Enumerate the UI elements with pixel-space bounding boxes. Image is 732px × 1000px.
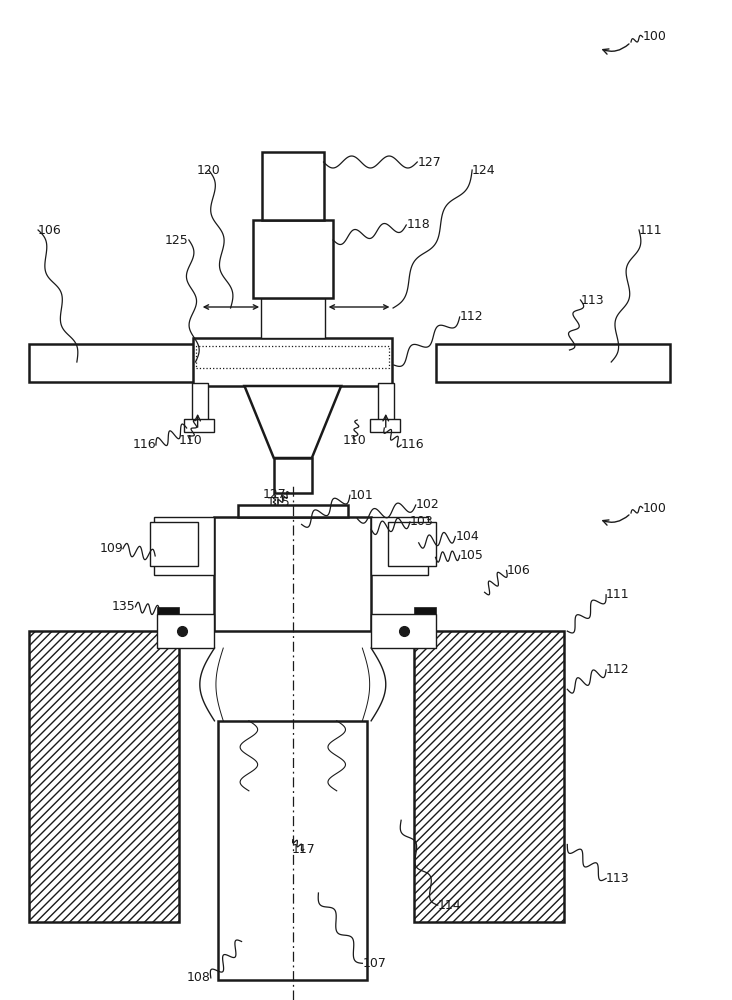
Text: 113: 113 bbox=[580, 294, 604, 306]
Bar bbox=[378, 383, 394, 428]
Bar bbox=[261, 298, 325, 338]
Text: 108: 108 bbox=[187, 971, 211, 984]
Text: 135: 135 bbox=[112, 600, 135, 613]
Text: 116: 116 bbox=[132, 438, 156, 452]
Text: 109: 109 bbox=[100, 542, 123, 555]
Bar bbox=[414, 631, 564, 922]
Bar bbox=[371, 517, 428, 575]
Text: 104: 104 bbox=[455, 530, 479, 543]
Text: 115: 115 bbox=[266, 496, 290, 510]
Bar bbox=[262, 152, 324, 220]
Text: 127: 127 bbox=[263, 488, 286, 502]
Text: 100: 100 bbox=[643, 30, 667, 43]
Bar bbox=[193, 338, 392, 386]
Bar bbox=[29, 344, 194, 382]
Text: 124: 124 bbox=[472, 163, 496, 176]
Text: 127: 127 bbox=[417, 155, 441, 168]
Text: 102: 102 bbox=[416, 498, 439, 512]
Text: 105: 105 bbox=[460, 549, 484, 562]
Bar bbox=[184, 419, 214, 432]
Bar bbox=[214, 517, 371, 631]
Text: 110: 110 bbox=[343, 434, 367, 446]
Text: 114: 114 bbox=[438, 899, 461, 912]
Text: 101: 101 bbox=[350, 489, 373, 502]
Text: 125: 125 bbox=[165, 233, 189, 246]
Text: 107: 107 bbox=[362, 957, 386, 970]
Bar bbox=[29, 631, 179, 922]
Text: 106: 106 bbox=[507, 564, 530, 577]
Text: 117: 117 bbox=[292, 843, 315, 856]
Bar bbox=[436, 344, 670, 382]
Bar bbox=[388, 522, 436, 566]
Bar bbox=[370, 419, 400, 432]
Text: 111: 111 bbox=[606, 588, 630, 601]
Text: 111: 111 bbox=[639, 224, 662, 236]
Bar bbox=[196, 346, 389, 368]
Bar bbox=[218, 721, 367, 980]
Polygon shape bbox=[244, 386, 341, 458]
Bar bbox=[253, 220, 333, 298]
Bar bbox=[157, 614, 214, 648]
Bar bbox=[150, 522, 198, 566]
Text: 113: 113 bbox=[606, 872, 630, 885]
Text: 103: 103 bbox=[410, 515, 433, 528]
Text: 112: 112 bbox=[606, 663, 630, 676]
Text: 106: 106 bbox=[38, 224, 61, 236]
Text: 112: 112 bbox=[460, 310, 483, 324]
Text: 120: 120 bbox=[197, 163, 220, 176]
Bar bbox=[238, 505, 348, 517]
Bar bbox=[157, 607, 179, 631]
Bar bbox=[371, 614, 436, 648]
Bar bbox=[192, 383, 208, 428]
Bar bbox=[154, 517, 214, 575]
Text: 100: 100 bbox=[643, 502, 667, 514]
Text: 118: 118 bbox=[406, 219, 430, 232]
Bar bbox=[274, 458, 312, 493]
Bar bbox=[414, 607, 436, 631]
Text: 116: 116 bbox=[401, 438, 425, 452]
Text: 110: 110 bbox=[179, 434, 202, 446]
